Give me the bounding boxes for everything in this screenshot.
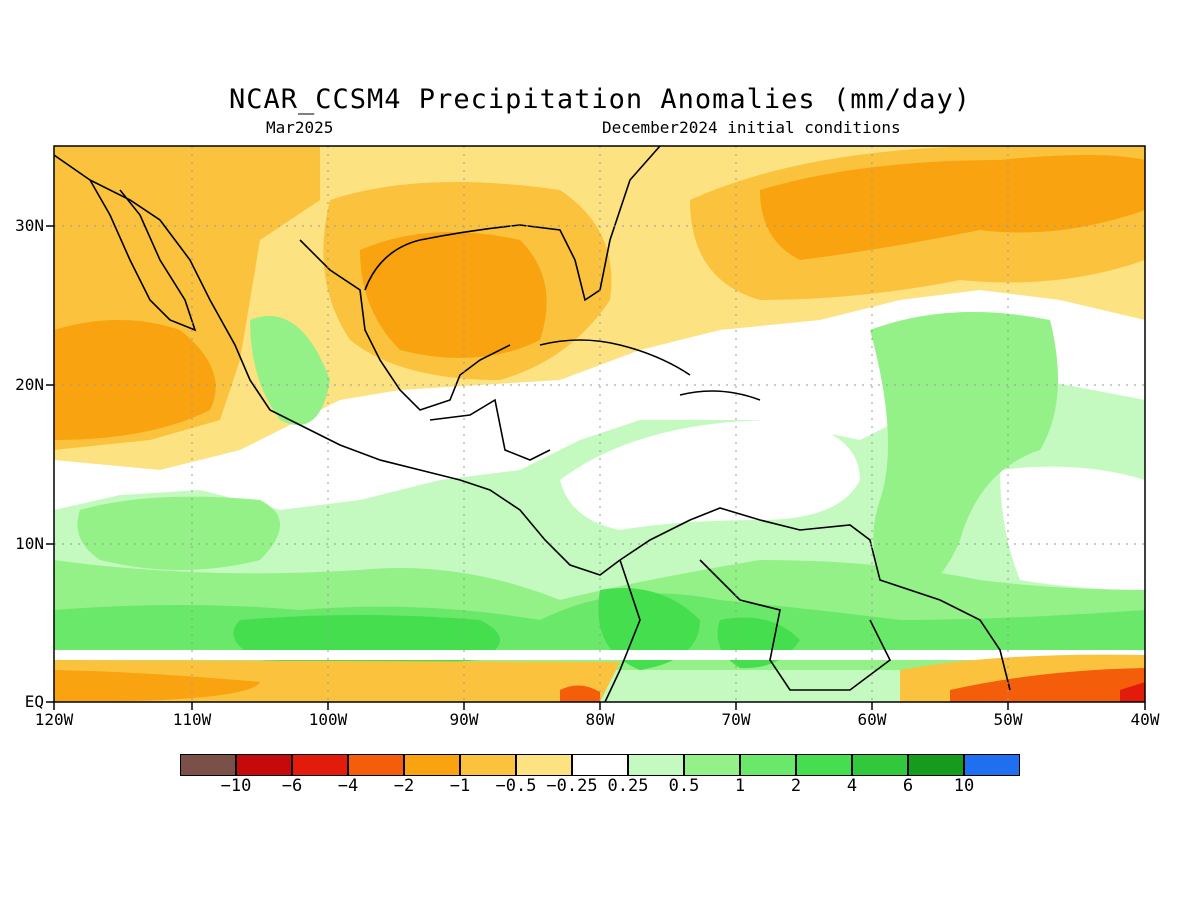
colorbar-label: −4 <box>337 776 359 796</box>
colorbar-label: 4 <box>846 776 858 796</box>
lon-label-120w: 120W <box>34 710 74 729</box>
colorbar-swatch <box>292 754 348 776</box>
colorbar-swatch <box>572 754 628 776</box>
colorbar-label: 1 <box>734 776 746 796</box>
init-conditions-label: December2024 initial conditions <box>602 118 901 137</box>
colorbar-label: −2 <box>393 776 415 796</box>
lat-label-10n: 10N <box>15 534 44 553</box>
colorbar-swatch <box>628 754 684 776</box>
lon-label-40w: 40W <box>1130 710 1160 729</box>
colorbar-label: 2 <box>790 776 802 796</box>
colorbar-swatch <box>964 754 1020 776</box>
colorbar-swatch <box>236 754 292 776</box>
lon-label-70w: 70W <box>721 710 751 729</box>
colorbar-swatch <box>852 754 908 776</box>
lon-label-80w: 80W <box>585 710 615 729</box>
colorbar-label: 6 <box>902 776 914 796</box>
colorbar-label: 0.5 <box>668 776 700 796</box>
lon-label-50w: 50W <box>993 710 1023 729</box>
lat-label-20n: 20N <box>15 375 44 394</box>
lat-label-eq: EQ <box>24 692 44 711</box>
coastlines <box>54 146 1011 702</box>
colorbar-swatch <box>740 754 796 776</box>
colorbar-label: −0.25 <box>546 776 598 796</box>
lat-label-30n: 30N <box>15 216 44 235</box>
colorbar-label: −0.5 <box>495 776 537 796</box>
colorbar-swatch <box>684 754 740 776</box>
axis-ticks <box>46 225 1146 710</box>
colorbar-label: −10 <box>220 776 252 796</box>
colorbar-swatch <box>180 754 236 776</box>
valid-month-label: Mar2025 <box>266 118 334 137</box>
colorbar-swatch <box>460 754 516 776</box>
colorbar-label: −1 <box>449 776 471 796</box>
colorbar-swatch <box>908 754 964 776</box>
lon-label-110w: 110W <box>172 710 212 729</box>
colorbar-swatch <box>404 754 460 776</box>
colorbar-label: −6 <box>281 776 303 796</box>
colorbar-swatch <box>348 754 404 776</box>
lon-label-90w: 90W <box>449 710 479 729</box>
chart-title: NCAR_CCSM4 Precipitation Anomalies (mm/d… <box>229 84 971 115</box>
colorbar-label: 10 <box>953 776 975 796</box>
lon-label-60w: 60W <box>857 710 887 729</box>
colorbar-swatch <box>516 754 572 776</box>
graticule <box>54 146 1145 702</box>
lon-label-100w: 100W <box>308 710 348 729</box>
colorbar-swatch <box>796 754 852 776</box>
colorbar-label: 0.25 <box>607 776 649 796</box>
